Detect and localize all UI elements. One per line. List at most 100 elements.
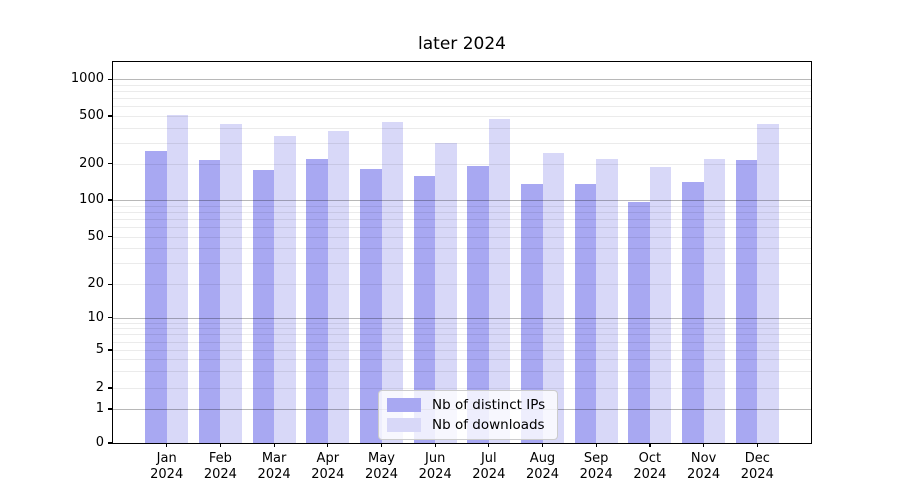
y-tick-label: 100 bbox=[79, 192, 104, 207]
x-tick-label-line: May bbox=[368, 451, 395, 466]
x-tick-label-line: 2024 bbox=[740, 467, 774, 482]
x-tick-mark bbox=[756, 443, 758, 447]
x-tick-label-line: Nov bbox=[690, 451, 717, 466]
x-tick-label-line: 2024 bbox=[418, 467, 452, 482]
x-tick-label-line: Feb bbox=[208, 451, 232, 466]
gridline-minor bbox=[113, 334, 811, 336]
bar-distinct-ips bbox=[735, 159, 758, 443]
x-tick-mark bbox=[380, 443, 383, 447]
x-tick-label-line: 2024 bbox=[472, 467, 506, 482]
gridline-minor bbox=[113, 127, 811, 129]
chart-title: later 2024 bbox=[418, 34, 506, 54]
legend-item-downloads: Nb of downloads bbox=[387, 417, 545, 433]
gridline-minor bbox=[113, 328, 811, 330]
gridline-major bbox=[113, 200, 811, 201]
x-tick-label: Dec 2024 bbox=[725, 451, 789, 483]
y-tick-label: 20 bbox=[87, 276, 104, 292]
y-tick-label: 5 bbox=[95, 342, 104, 357]
gridline-minor bbox=[113, 163, 811, 165]
bar-downloads bbox=[757, 124, 779, 443]
bar-downloads bbox=[596, 159, 618, 443]
x-tick-label-line: Oct bbox=[638, 451, 662, 466]
bar-distinct-ips bbox=[628, 202, 650, 443]
bar-distinct-ips bbox=[413, 175, 436, 443]
x-tick-label-line: Jan bbox=[156, 451, 177, 466]
x-tick-label-line: 2024 bbox=[311, 467, 345, 482]
bar-distinct-ips bbox=[252, 169, 275, 443]
x-tick-label: Jun 2024 bbox=[403, 451, 467, 483]
legend-label-distinct-ips: Nb of distinct IPs bbox=[432, 397, 546, 413]
bar-downloads bbox=[649, 166, 672, 443]
bar-distinct-ips bbox=[360, 168, 382, 443]
y-tick-mark bbox=[108, 387, 112, 389]
x-tick-label-line: Sep bbox=[583, 451, 609, 466]
plot-area bbox=[113, 62, 811, 443]
x-tick-label-line: 2024 bbox=[525, 467, 560, 482]
y-tick-label: 0 bbox=[95, 435, 104, 450]
x-tick-mark bbox=[595, 443, 597, 447]
x-tick-label: Aug 2024 bbox=[511, 451, 575, 483]
bar-downloads bbox=[703, 159, 726, 443]
x-tick-label: Apr 2024 bbox=[296, 451, 360, 483]
x-tick-label-line: 2024 bbox=[633, 467, 667, 482]
gridline-minor bbox=[113, 226, 811, 228]
x-tick-mark bbox=[703, 443, 705, 447]
bar-distinct-ips bbox=[574, 183, 597, 443]
gridline-minor bbox=[113, 106, 811, 108]
x-tick-label: Jan 2024 bbox=[135, 451, 199, 483]
x-tick-label: Nov 2024 bbox=[672, 451, 736, 483]
x-tick-label: Mar 2024 bbox=[242, 451, 306, 483]
bar-distinct-ips bbox=[145, 150, 167, 443]
x-tick-label: Oct 2024 bbox=[618, 451, 682, 483]
y-tick-label: 10 bbox=[87, 309, 104, 325]
x-tick-label: Feb 2024 bbox=[188, 451, 252, 483]
x-tick-mark bbox=[649, 443, 651, 447]
y-tick-label: 50 bbox=[87, 228, 104, 244]
y-tick-mark bbox=[108, 78, 112, 80]
bar-downloads bbox=[542, 153, 564, 443]
y-tick-label: 1 bbox=[95, 401, 104, 416]
x-tick-label-line: 2024 bbox=[150, 467, 184, 482]
y-tick-mark bbox=[108, 235, 112, 238]
gridline-minor bbox=[113, 341, 811, 343]
x-tick-mark bbox=[273, 443, 275, 447]
y-tick-mark bbox=[108, 442, 112, 444]
x-tick-label-line: Aug bbox=[529, 451, 556, 466]
y-tick-mark bbox=[108, 199, 112, 201]
x-tick-label-line: Mar bbox=[261, 451, 287, 466]
gridline-minor bbox=[113, 359, 811, 361]
bar-distinct-ips bbox=[467, 165, 489, 443]
bar-downloads bbox=[220, 124, 242, 443]
bar-downloads bbox=[488, 119, 511, 443]
gridline-minor bbox=[113, 98, 811, 100]
gridline-minor bbox=[113, 263, 811, 265]
y-tick-label: 200 bbox=[79, 155, 104, 171]
x-tick-label-line: 2024 bbox=[364, 467, 399, 482]
gridline-minor bbox=[113, 322, 811, 324]
bar-downloads bbox=[435, 142, 457, 443]
x-tick-mark bbox=[541, 443, 544, 447]
x-tick-label-line: Apr bbox=[316, 451, 340, 466]
gridline-minor bbox=[113, 218, 811, 220]
y-tick-label: 500 bbox=[79, 108, 104, 123]
bar-distinct-ips bbox=[521, 183, 543, 443]
x-tick-label-line: Dec bbox=[744, 451, 770, 466]
gridline-minor bbox=[113, 116, 811, 117]
x-tick-label-line: 2024 bbox=[257, 467, 291, 482]
gridline-minor bbox=[113, 142, 811, 144]
gridline-major bbox=[113, 317, 811, 319]
bar-distinct-ips bbox=[682, 182, 704, 443]
y-tick-mark bbox=[108, 408, 112, 410]
gridline-minor bbox=[113, 211, 811, 213]
gridline-minor bbox=[113, 91, 811, 93]
bar-downloads bbox=[274, 135, 296, 443]
x-tick-label: May 2024 bbox=[350, 451, 414, 483]
bar-downloads bbox=[166, 114, 189, 443]
x-tick-label: Jul 2024 bbox=[457, 451, 521, 483]
legend-swatch-distinct-ips-icon bbox=[387, 398, 421, 412]
x-tick-mark bbox=[327, 443, 329, 447]
gridline-major bbox=[113, 79, 811, 81]
y-tick-label: 1000 bbox=[70, 71, 104, 87]
legend-label-downloads: Nb of downloads bbox=[432, 417, 545, 433]
